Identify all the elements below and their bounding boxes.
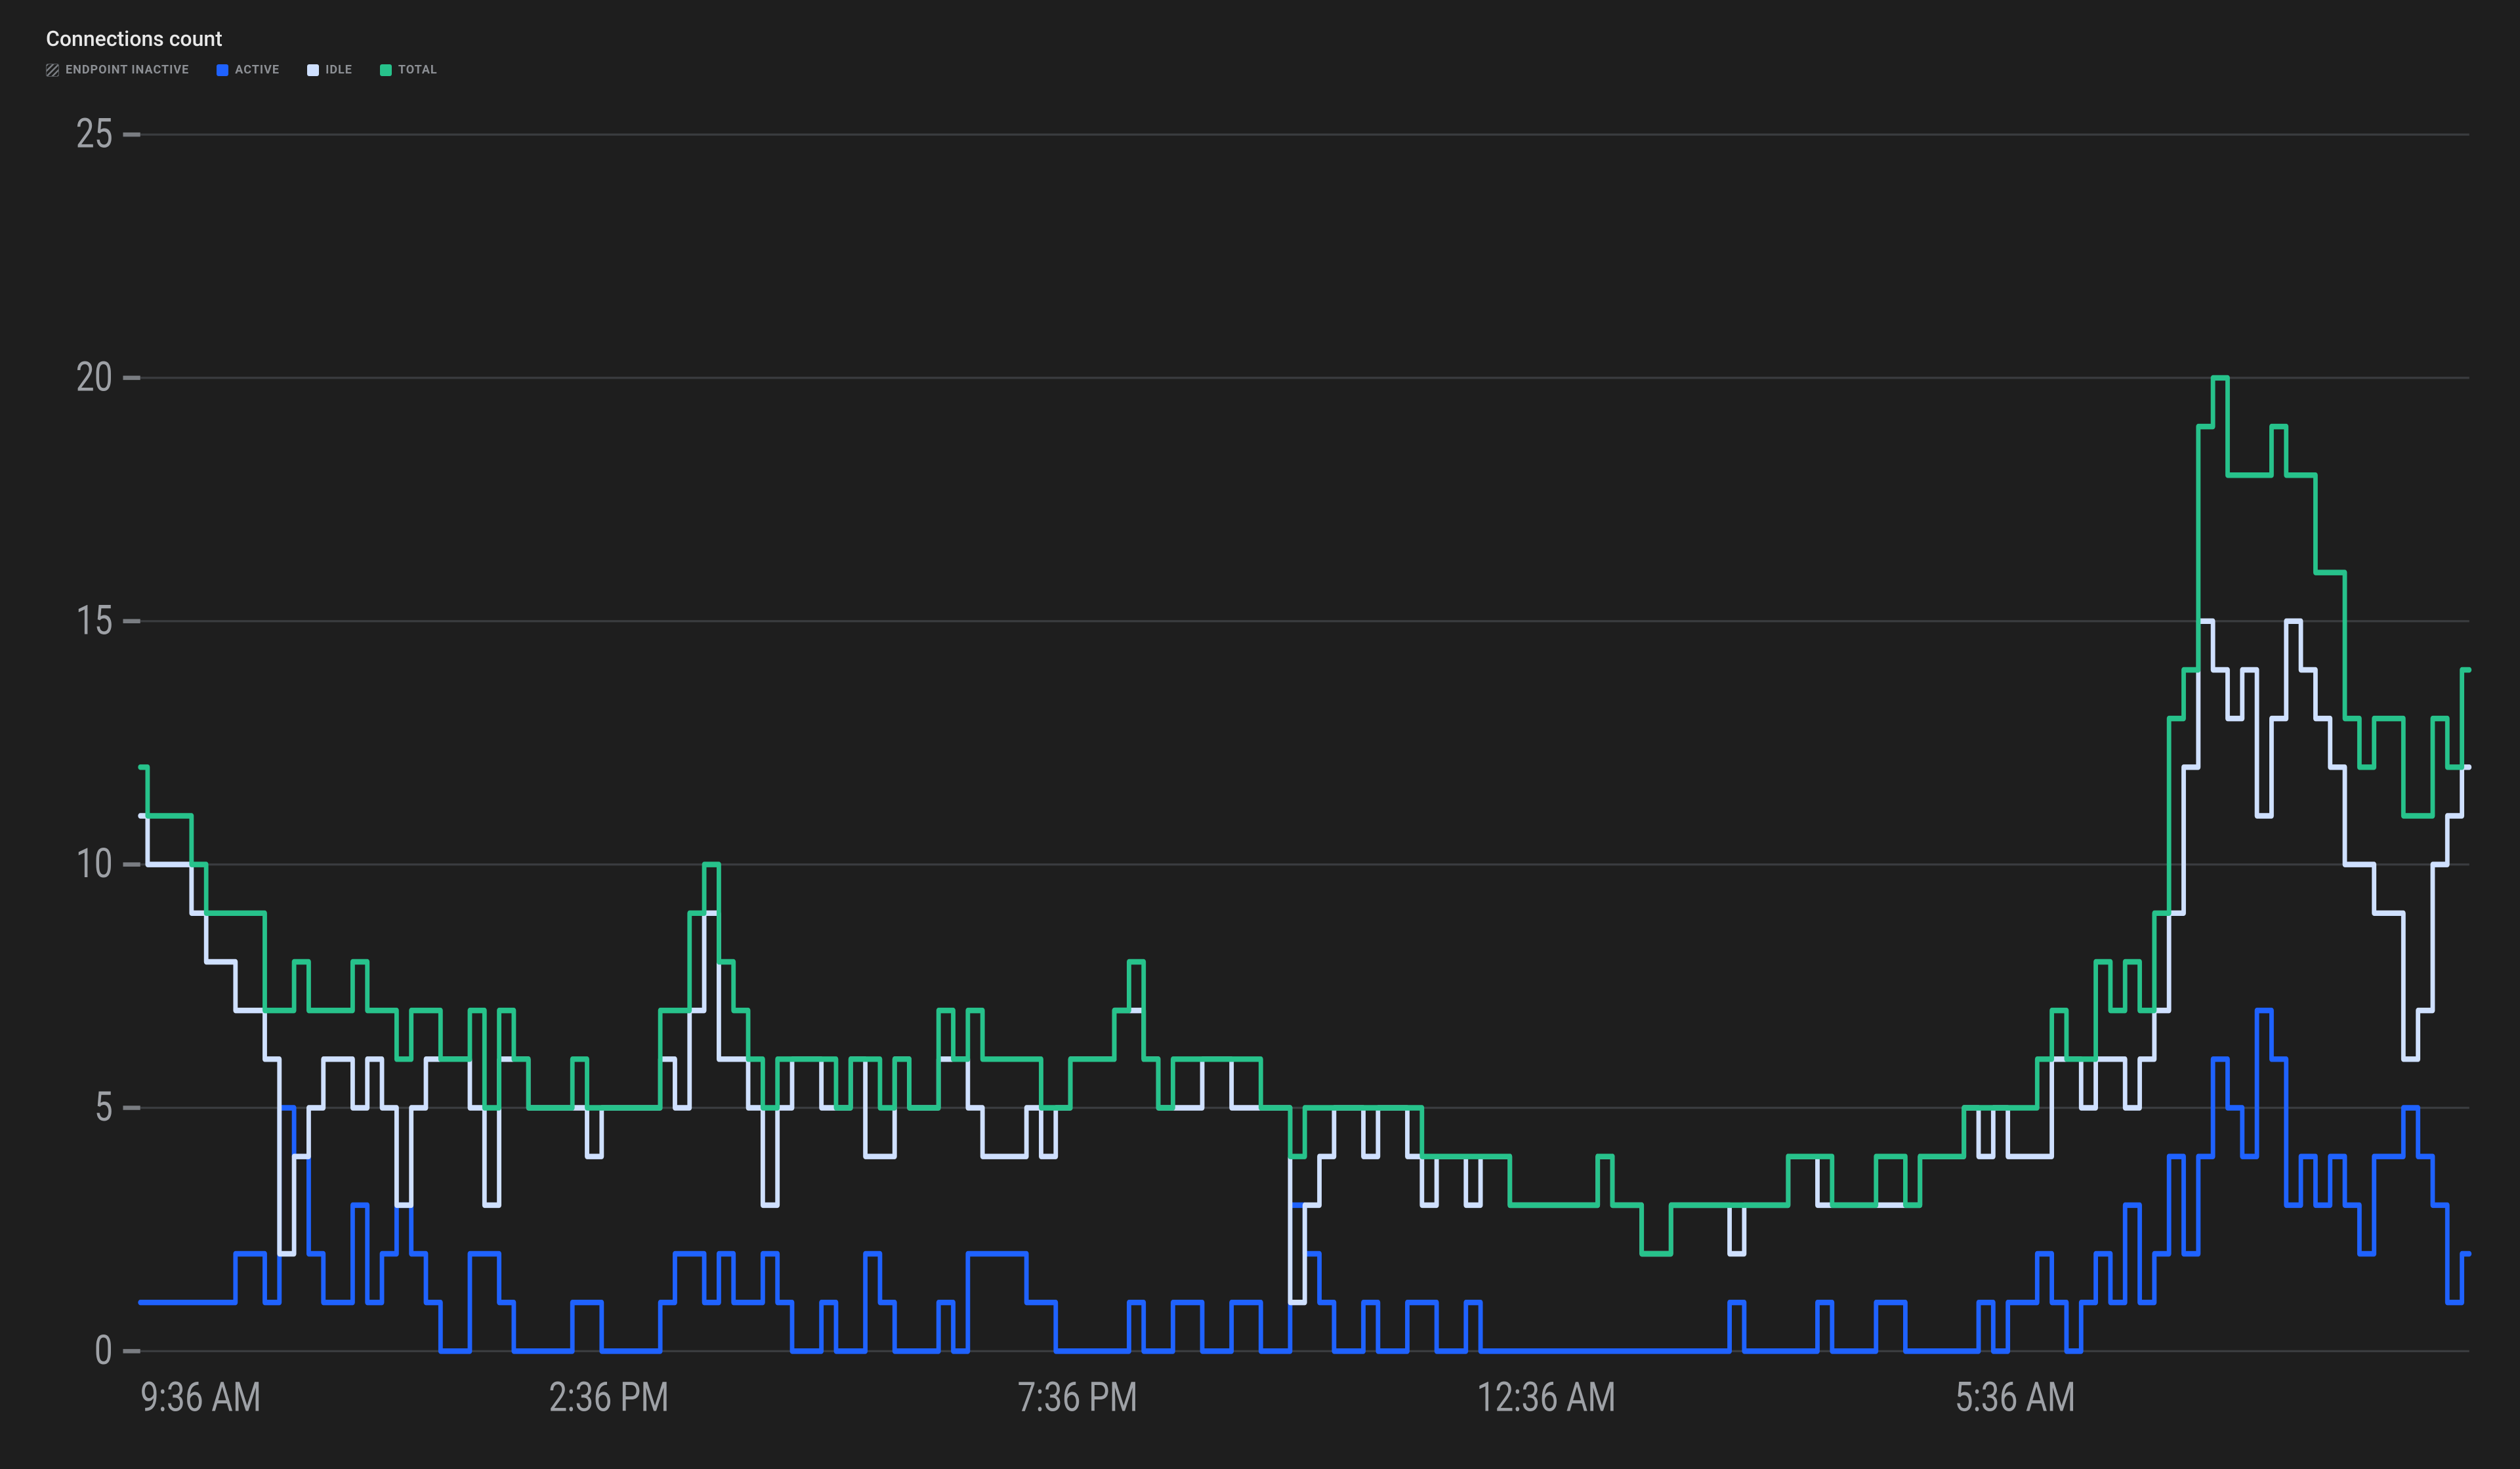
svg-text:5:36 AM: 5:36 AM xyxy=(1955,1373,2076,1421)
chart-plot-area: 0 5 10 15 20 25 9:36 AM 2:36 PM 7:36 PM 12:36 AM 5… xyxy=(20,83,2500,1449)
legend-label-endpoint_inactive: ENDPOINT INACTIVE xyxy=(66,63,189,77)
series-line-idle xyxy=(140,621,2469,1302)
legend-label-total: TOTAL xyxy=(398,63,438,77)
legend-swatch-endpoint_inactive xyxy=(46,64,59,77)
series-line-total xyxy=(140,378,2469,1254)
svg-text:10: 10 xyxy=(76,840,113,888)
legend-item-endpoint_inactive[interactable]: ENDPOINT INACTIVE xyxy=(46,63,189,77)
legend-item-active[interactable]: ACTIVE xyxy=(217,63,280,77)
legend-swatch-total xyxy=(380,64,392,76)
legend-label-idle: IDLE xyxy=(326,63,352,77)
svg-text:15: 15 xyxy=(76,596,113,644)
chart-legend: ENDPOINT INACTIVE ACTIVE IDLE TOTAL xyxy=(46,63,2500,77)
line-chart-svg: 0 5 10 15 20 25 9:36 AM 2:36 PM 7:36 PM 12:36 AM 5… xyxy=(20,83,2500,1449)
legend-swatch-active xyxy=(217,64,228,76)
legend-item-total[interactable]: TOTAL xyxy=(380,63,438,77)
svg-text:9:36 AM: 9:36 AM xyxy=(140,1373,262,1421)
svg-text:5: 5 xyxy=(94,1083,113,1131)
svg-text:7:36 PM: 7:36 PM xyxy=(1018,1373,1139,1421)
svg-text:12:36 AM: 12:36 AM xyxy=(1477,1373,1616,1421)
connections-chart-panel: Connections count ENDPOINT INACTIVE ACTIV… xyxy=(0,0,2520,1469)
chart-title: Connections count xyxy=(46,26,2500,51)
svg-text:0: 0 xyxy=(94,1327,113,1375)
legend-item-idle[interactable]: IDLE xyxy=(307,63,352,77)
svg-text:2:36 PM: 2:36 PM xyxy=(549,1373,669,1421)
legend-label-active: ACTIVE xyxy=(235,63,280,77)
svg-text:20: 20 xyxy=(76,353,113,401)
legend-swatch-idle xyxy=(307,64,319,76)
svg-text:25: 25 xyxy=(76,110,113,157)
